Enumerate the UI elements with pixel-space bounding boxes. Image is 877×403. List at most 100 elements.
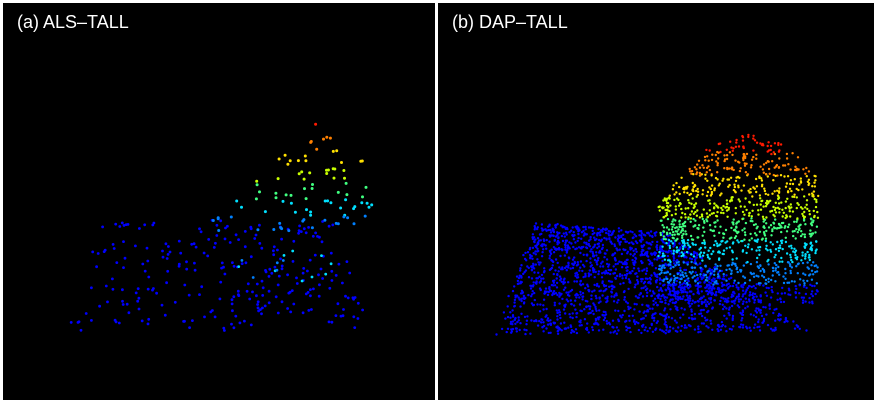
ground-point [601,243,605,247]
ground-point [137,307,141,311]
ground-point [145,246,149,250]
crown-point [660,266,663,270]
ground-point [586,253,589,256]
crown-point [722,232,726,236]
crown-point [766,175,769,178]
crown-point [705,171,708,174]
crown-point [785,182,789,185]
ground-point [331,223,335,227]
crown-point [683,191,686,194]
crown-point [302,177,306,181]
crown-point [801,301,805,304]
ground-point [717,323,720,327]
ground-point [220,261,224,265]
crown-point [687,277,690,280]
crown-point [708,149,711,152]
crown-point [786,175,790,178]
ground-point [573,256,576,259]
ground-point [595,238,598,241]
crown-point [687,207,690,210]
crown-point [666,271,670,274]
ground-point [707,302,711,306]
crown-point [676,237,679,241]
ground-point [529,246,532,250]
crown-point [754,287,757,290]
ground-point [583,308,586,311]
ground-point [622,262,626,265]
ground-point [592,246,595,249]
ground-point [676,308,679,312]
ground-point [579,280,582,283]
ground-point [568,313,571,316]
ground-point [613,330,617,333]
crown-point [785,157,789,160]
crown-point [750,158,754,161]
crown-point [722,283,726,287]
ground-point [510,330,514,333]
crown-point [714,176,718,180]
ground-point [654,234,657,237]
ground-point [534,244,537,248]
crown-point [778,226,781,230]
crown-point [710,252,713,256]
crown-point [766,160,769,163]
ground-point [522,294,526,298]
ground-point [255,282,259,286]
ground-point [574,299,577,302]
ground-point [585,233,588,236]
crown-point [736,270,739,274]
crown-point [668,244,671,248]
ground-point [571,312,574,315]
ground-point [580,324,583,327]
crown-point [803,242,807,245]
low-vegetation-point [275,268,279,272]
crown-point [741,210,745,214]
ground-point [166,269,170,273]
ground-point [656,304,659,307]
crown-point [786,281,789,284]
ground-point [710,268,714,272]
crown-point [731,258,734,261]
ground-point [717,329,720,333]
crown-point [678,225,681,229]
crown-point [723,167,726,170]
ground-point [533,298,536,302]
ground-point [637,328,641,332]
ground-point [725,274,728,277]
crown-point [675,181,678,185]
ground-point [595,309,598,312]
ground-point [758,325,761,328]
crown-point [704,246,707,249]
crown-point [763,189,767,193]
ground-point [700,268,703,272]
crown-point [734,264,737,267]
ground-point [679,329,682,332]
crown-point [781,215,784,218]
crown-point [676,290,680,293]
ground-point [614,236,617,239]
ground-point [628,314,631,318]
crown-point [769,250,773,253]
crown-point [715,215,719,218]
ground-point [588,307,591,311]
ground-point [651,235,654,239]
crown-point [778,149,781,152]
crown-point [770,285,773,289]
crown-point [773,152,777,156]
ground-point [532,252,535,255]
crown-point [794,249,798,252]
crown-point [816,266,819,269]
crown-point [777,143,780,147]
crown-point [774,253,777,257]
crown-point [750,285,753,289]
ground-point [556,261,559,265]
crown-point [761,267,764,271]
crown-point [777,222,781,226]
ground-point [539,303,542,306]
crown-point [767,280,770,283]
ground-point [651,290,655,293]
ground-point [538,319,541,323]
ground-point [746,305,749,308]
ground-point [567,261,570,264]
ground-point [609,269,612,272]
